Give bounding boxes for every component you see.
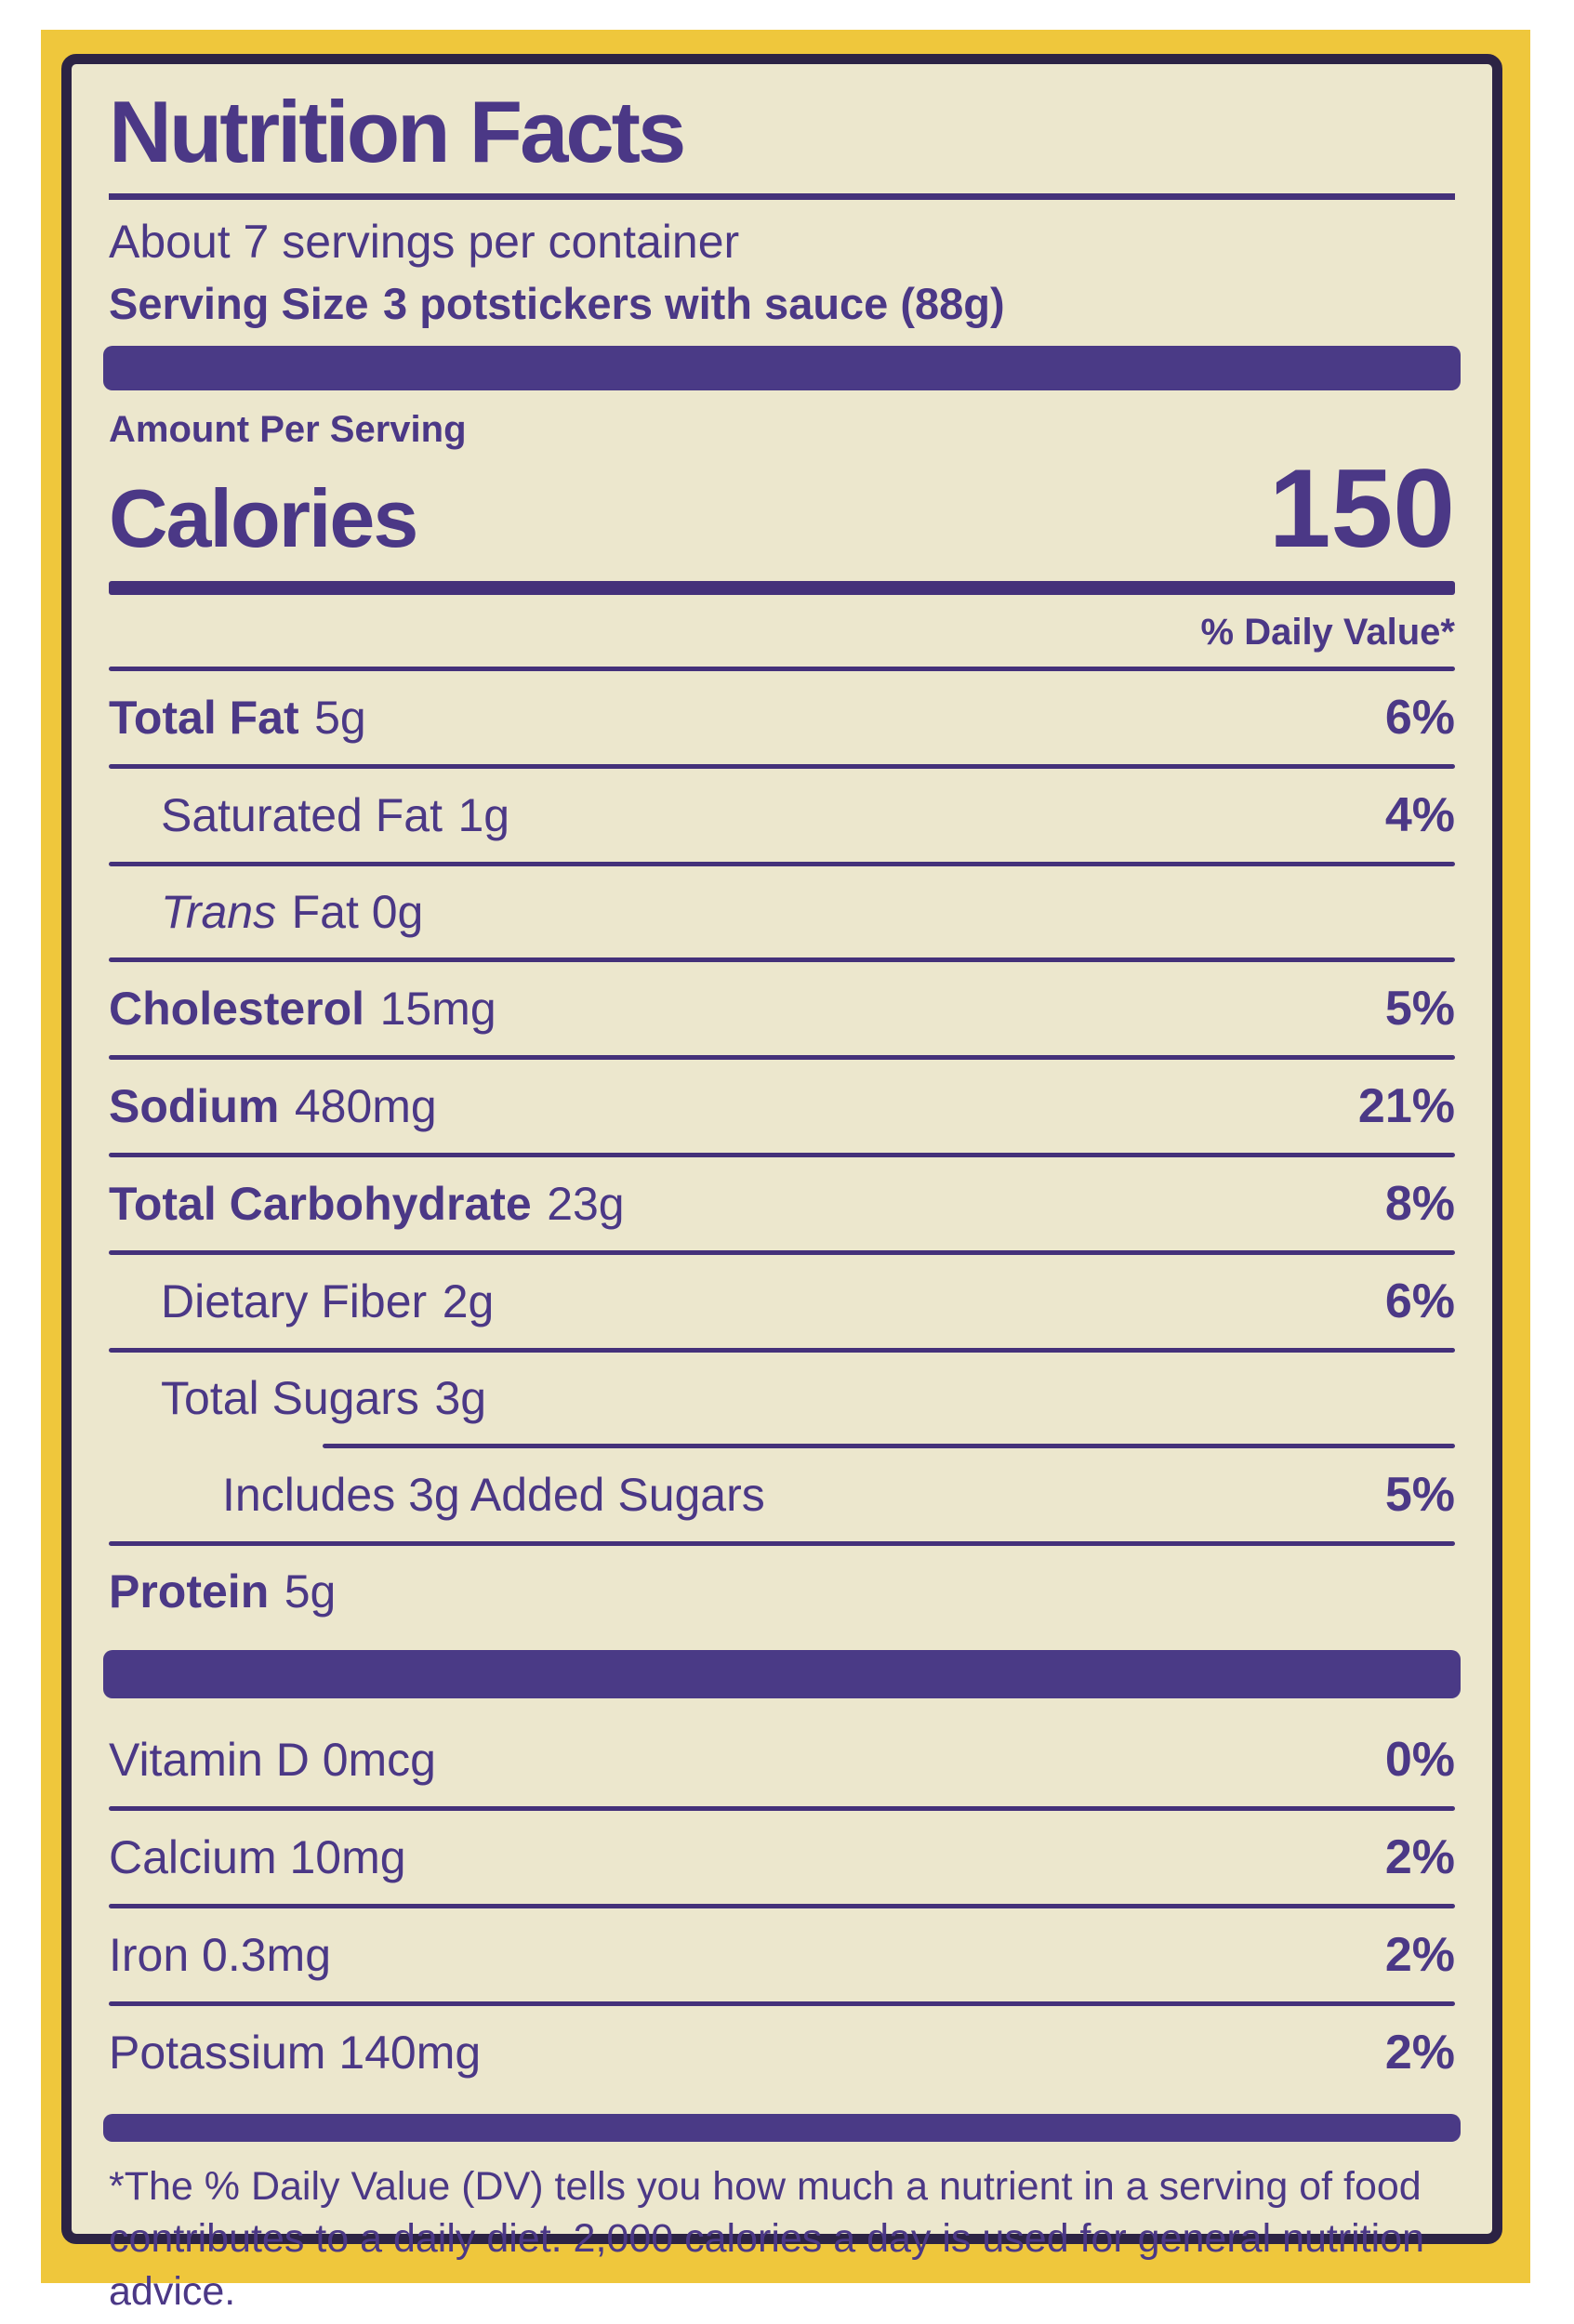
- vitamin-row-vitamin-d: Vitamin D 0mcg 0%: [109, 1713, 1455, 1806]
- separator: [109, 957, 1455, 962]
- nutrient-amount: 23g: [547, 1177, 625, 1230]
- calories-label: Calories: [109, 471, 418, 564]
- serving-size-value: 3 potstickers with sauce (88g): [383, 278, 1005, 328]
- nutrient-row-cholesterol: Cholesterol 15mg 5%: [109, 962, 1455, 1055]
- nutrient-amount: 5g: [284, 1565, 337, 1618]
- vitamin-dv: 0%: [1384, 1732, 1455, 1787]
- nutrient-row-total-carbohydrate: Total Carbohydrate 23g 8%: [109, 1157, 1455, 1250]
- nutrient-dv: 5%: [1384, 981, 1455, 1036]
- separator: [109, 1152, 1455, 1157]
- nutrient-name: Trans: [161, 885, 277, 938]
- nutrient-name: Total Carbohydrate: [109, 1177, 532, 1230]
- serving-size-label: Serving Size: [109, 278, 369, 328]
- vitamin-row-potassium: Potassium 140mg 2%: [109, 2006, 1455, 2099]
- vitamin-dv: 2%: [1384, 1927, 1455, 1982]
- vitamin-name: Calcium 10mg: [109, 1830, 406, 1883]
- daily-value-header: % Daily Value*: [1200, 611, 1455, 653]
- divider-bar-top: [103, 345, 1461, 390]
- separator: [109, 861, 1455, 866]
- calories-underline: [109, 580, 1455, 595]
- calories-row: Calories 150: [109, 453, 1455, 566]
- separator: [109, 1540, 1455, 1546]
- separator: [109, 1903, 1455, 1908]
- nutrient-dv: 21%: [1357, 1078, 1455, 1133]
- nutrient-dv: 5%: [1384, 1467, 1455, 1522]
- nutrient-row-total-sugars: Total Sugars 3g: [109, 1353, 1455, 1444]
- nutrient-name: Sodium: [109, 1079, 280, 1132]
- nutrient-amount: 1g: [457, 788, 510, 841]
- nutrient-amount: 480mg: [294, 1079, 437, 1132]
- nutrient-amount: Fat 0g: [291, 885, 424, 938]
- separator: [109, 1054, 1455, 1060]
- daily-value-footnote: *The % Daily Value (DV) tells you how mu…: [109, 2163, 1425, 2315]
- nutrient-row-saturated-fat: Saturated Fat 1g 4%: [109, 769, 1455, 862]
- vitamin-name: Iron 0.3mg: [109, 1928, 332, 1981]
- vitamin-name: Vitamin D 0mcg: [109, 1733, 436, 1786]
- nutrient-name: Dietary Fiber: [161, 1274, 428, 1327]
- serving-size-line: Serving Size 3 potstickers with sauce (88…: [109, 278, 1455, 329]
- amount-per-serving-label: Amount Per Serving: [109, 408, 467, 450]
- separator: [109, 1805, 1455, 1811]
- vitamin-name: Potassium 140mg: [109, 2026, 482, 2079]
- nutrient-row-dietary-fiber: Dietary Fiber 2g 6%: [109, 1255, 1455, 1348]
- vitamin-dv: 2%: [1384, 2025, 1455, 2080]
- servings-per-container: About 7 servings per container: [109, 215, 740, 268]
- nutrient-row-trans-fat: Trans Fat 0g: [109, 866, 1455, 957]
- nutrient-row-total-fat: Total Fat 5g 6%: [109, 671, 1455, 764]
- nutrient-row-sodium: Sodium 480mg 21%: [109, 1060, 1455, 1153]
- nutrient-dv: 4%: [1384, 787, 1455, 842]
- nutrient-name: Total Sugars: [161, 1371, 419, 1424]
- label-title: Nutrition Facts: [109, 86, 1455, 200]
- vitamin-row-calcium: Calcium 10mg 2%: [109, 1811, 1455, 1904]
- nutrient-name: Protein: [109, 1565, 270, 1618]
- separator: [109, 1347, 1455, 1353]
- divider-bar-middle: [103, 1649, 1461, 1698]
- separator-indented: [323, 1443, 1455, 1448]
- nutrient-name: Includes 3g Added Sugars: [222, 1468, 765, 1521]
- separator: [109, 763, 1455, 769]
- separator: [109, 666, 1455, 671]
- nutrient-row-added-sugars: Includes 3g Added Sugars 5%: [109, 1448, 1455, 1541]
- vitamin-dv: 2%: [1384, 1829, 1455, 1884]
- nutrient-amount: 15mg: [379, 982, 496, 1035]
- nutrient-dv: 6%: [1384, 690, 1455, 745]
- nutrient-amount: 2g: [442, 1274, 495, 1327]
- package-background: Nutrition Facts About 7 servings per con…: [41, 30, 1530, 2314]
- nutrient-row-protein: Protein 5g: [109, 1546, 1455, 1637]
- nutrition-facts-label: Nutrition Facts About 7 servings per con…: [61, 54, 1502, 2314]
- nutrient-amount: 5g: [314, 691, 366, 744]
- nutrient-amount: 3g: [434, 1371, 487, 1424]
- nutrient-dv: 6%: [1384, 1274, 1455, 1328]
- calories-value: 150: [1268, 445, 1455, 571]
- separator: [109, 2000, 1455, 2006]
- separator: [109, 1249, 1455, 1255]
- divider-bar-bottom: [103, 2113, 1461, 2142]
- nutrient-name: Saturated Fat: [161, 788, 443, 841]
- nutrient-name: Cholesterol: [109, 982, 365, 1035]
- nutrient-name: Total Fat: [109, 691, 299, 744]
- nutrient-dv: 8%: [1384, 1176, 1455, 1231]
- vitamin-row-iron: Iron 0.3mg 2%: [109, 1908, 1455, 2001]
